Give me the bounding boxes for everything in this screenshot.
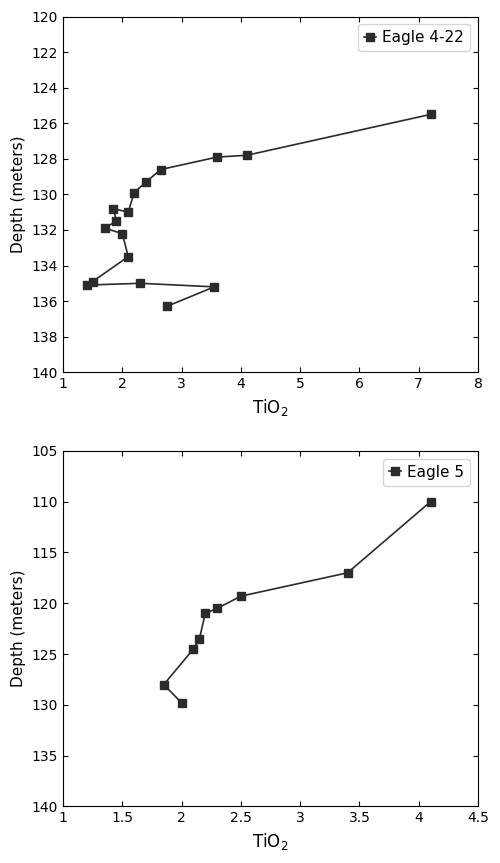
X-axis label: TiO$_2$: TiO$_2$ <box>252 397 288 418</box>
Eagle 4-22 <box>131 187 137 198</box>
Eagle 4-22 <box>102 223 107 233</box>
Line: Eagle 5: Eagle 5 <box>160 498 434 707</box>
X-axis label: TiO$_2$: TiO$_2$ <box>252 831 288 852</box>
Eagle 5 <box>161 679 167 690</box>
Eagle 4-22 <box>428 110 434 120</box>
Eagle 4-22 <box>84 280 89 290</box>
Eagle 4-22 <box>164 301 170 312</box>
Eagle 4-22 <box>120 229 126 239</box>
Eagle 4-22 <box>110 204 116 214</box>
Eagle 4-22 <box>114 216 119 226</box>
Eagle 5 <box>190 644 196 654</box>
Eagle 4-22 <box>137 278 143 288</box>
Eagle 5 <box>344 568 350 578</box>
Eagle 4-22 <box>90 276 96 287</box>
Legend: Eagle 4-22: Eagle 4-22 <box>358 24 470 52</box>
Eagle 5 <box>178 697 184 708</box>
Eagle 5 <box>428 496 434 507</box>
Line: Eagle 4-22: Eagle 4-22 <box>82 110 434 311</box>
Eagle 5 <box>214 603 220 614</box>
Y-axis label: Depth (meters): Depth (meters) <box>11 570 26 688</box>
Eagle 4-22 <box>158 164 164 174</box>
Eagle 5 <box>196 633 202 644</box>
Eagle 5 <box>202 608 208 619</box>
Eagle 5 <box>238 591 244 602</box>
Eagle 4-22 <box>244 150 250 161</box>
Eagle 4-22 <box>143 177 149 187</box>
Eagle 4-22 <box>211 281 217 292</box>
Eagle 4-22 <box>125 251 131 261</box>
Eagle 4-22 <box>125 207 131 217</box>
Y-axis label: Depth (meters): Depth (meters) <box>11 135 26 253</box>
Eagle 4-22 <box>214 152 220 162</box>
Legend: Eagle 5: Eagle 5 <box>383 458 470 486</box>
